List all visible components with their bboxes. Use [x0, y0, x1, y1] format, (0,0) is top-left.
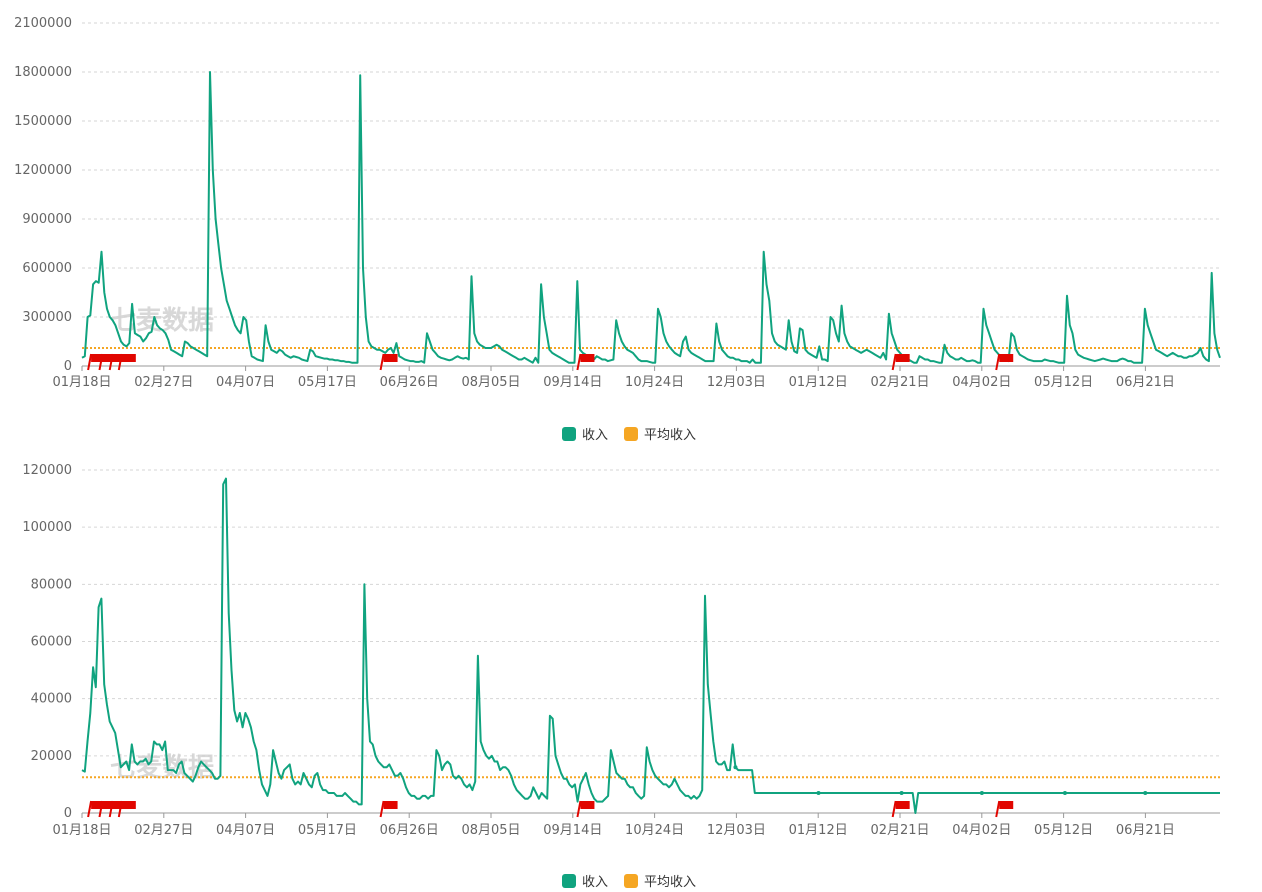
y-tick-label: 2100000 — [14, 16, 72, 31]
x-tick-label: 01月18日 — [52, 823, 111, 838]
event-flag-pole — [117, 800, 123, 818]
x-tick-label: 09月14日 — [543, 375, 602, 390]
event-flag[interactable] — [999, 354, 1014, 370]
x-tick-label: 02月21日 — [870, 375, 929, 390]
event-flag[interactable] — [121, 801, 136, 817]
x-tick-label: 06月26日 — [380, 823, 439, 838]
x-tick-label: 04月07日 — [216, 375, 275, 390]
income-point — [899, 790, 904, 795]
event-flag[interactable] — [580, 801, 595, 817]
income-line — [81, 477, 1220, 814]
x-tick-label: 06月26日 — [380, 375, 439, 390]
event-flag-pole — [379, 800, 385, 818]
y-tick-label: 100000 — [22, 520, 72, 535]
y-tick-label: 0 — [64, 806, 72, 821]
x-tick-label: 05月17日 — [298, 375, 357, 390]
event-flag-pole — [995, 353, 1001, 371]
y-tick-label: 40000 — [31, 692, 72, 707]
event-flag-pole — [98, 800, 104, 818]
event-flag-pole — [108, 800, 114, 818]
legend-average-swatch[interactable] — [624, 427, 638, 441]
x-tick-label: 04月07日 — [216, 823, 275, 838]
legend-income-swatch[interactable] — [562, 874, 576, 888]
x-tick-label: 10月24日 — [625, 375, 684, 390]
x-tick-label: 06月21日 — [1116, 823, 1175, 838]
y-tick-label: 1800000 — [14, 65, 72, 80]
x-tick-label: 12月03日 — [707, 375, 766, 390]
event-flag[interactable] — [383, 354, 398, 370]
event-flag-pole — [87, 353, 93, 371]
legend-income-label[interactable]: 收入 — [582, 875, 608, 890]
event-flag-pole — [98, 353, 104, 371]
event-flag-pole — [576, 353, 582, 371]
y-tick-label: 1500000 — [14, 114, 72, 129]
income-point — [1143, 790, 1148, 795]
event-flag-pole — [117, 353, 123, 371]
y-tick-label: 60000 — [31, 635, 72, 650]
income-point — [733, 765, 738, 770]
income-line — [81, 71, 1221, 364]
event-flag[interactable] — [999, 801, 1014, 817]
y-tick-label: 300000 — [22, 310, 72, 325]
x-tick-label: 08月05日 — [461, 823, 520, 838]
y-tick-label: 80000 — [31, 577, 72, 592]
legend-income-label[interactable]: 收入 — [582, 428, 608, 443]
event-flag[interactable] — [580, 354, 595, 370]
x-tick-label: 05月12日 — [1034, 823, 1093, 838]
x-tick-label: 02月21日 — [870, 823, 929, 838]
income-point — [816, 790, 821, 795]
x-tick-label: 02月27日 — [134, 823, 193, 838]
x-tick-label: 12月03日 — [707, 823, 766, 838]
legend-income-swatch[interactable] — [562, 427, 576, 441]
event-flag-pole — [379, 353, 385, 371]
event-flag-pole — [87, 800, 93, 818]
x-tick-label: 05月12日 — [1034, 375, 1093, 390]
x-tick-label: 06月21日 — [1116, 375, 1175, 390]
x-tick-label: 10月24日 — [625, 823, 684, 838]
x-tick-label: 08月05日 — [461, 375, 520, 390]
x-tick-label: 02月27日 — [134, 375, 193, 390]
y-tick-label: 600000 — [22, 261, 72, 276]
event-flag-pole — [891, 353, 897, 371]
income-point — [979, 790, 984, 795]
event-flag[interactable] — [895, 354, 910, 370]
event-flag-pole — [108, 353, 114, 371]
x-tick-label: 04月02日 — [952, 823, 1011, 838]
legend-average-label[interactable]: 平均收入 — [644, 428, 696, 443]
event-flag-pole — [891, 800, 897, 818]
event-flag-pole — [995, 800, 1001, 818]
x-tick-label: 01月12日 — [789, 375, 848, 390]
legend-average-swatch[interactable] — [624, 874, 638, 888]
x-tick-label: 09月14日 — [543, 823, 602, 838]
watermark: 七麦数据 — [110, 306, 214, 336]
event-flag[interactable] — [121, 354, 136, 370]
x-tick-label: 04月02日 — [952, 375, 1011, 390]
y-tick-label: 120000 — [22, 463, 72, 478]
x-tick-label: 05月17日 — [298, 823, 357, 838]
event-flag[interactable] — [383, 801, 398, 817]
y-tick-label: 1200000 — [14, 163, 72, 178]
income-point — [1062, 790, 1067, 795]
event-flag-pole — [576, 800, 582, 818]
y-tick-label: 900000 — [22, 212, 72, 227]
x-tick-label: 01月12日 — [789, 823, 848, 838]
legend-average-label[interactable]: 平均收入 — [644, 875, 696, 890]
y-tick-label: 20000 — [31, 749, 72, 764]
x-tick-label: 01月18日 — [52, 375, 111, 390]
event-flag[interactable] — [895, 801, 910, 817]
y-tick-label: 0 — [64, 359, 72, 374]
